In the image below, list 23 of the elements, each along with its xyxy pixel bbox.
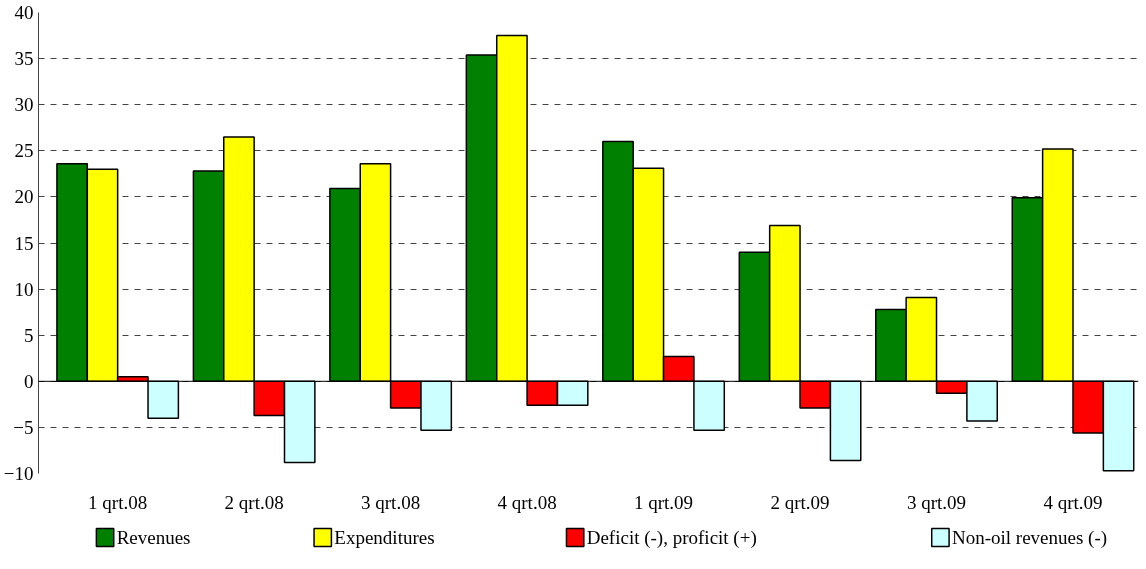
- y-tick-label: 30: [14, 94, 34, 116]
- y-tick-label: 25: [14, 140, 34, 162]
- y-tick-label: 35: [14, 48, 34, 70]
- y-tick-label: −10: [3, 463, 34, 484]
- x-tick-label: 4 qrt.08: [497, 491, 557, 513]
- y-tick-label: 10: [14, 278, 34, 300]
- legend-label: Deficit (-), proficit (+): [586, 527, 757, 549]
- x-tick-label: 4 qrt.09: [1043, 491, 1103, 513]
- y-tick-label: 15: [14, 232, 34, 254]
- y-tick-label: 0: [24, 370, 34, 392]
- x-tick-label: 2 qrt.08: [224, 491, 284, 513]
- y-tick-label: 5: [24, 324, 34, 346]
- x-tick-label: 1 qrt.09: [634, 491, 694, 513]
- y-tick-label: −5: [13, 416, 34, 438]
- y-tick-label: 20: [14, 186, 34, 208]
- legend-label: Non-oil revenues (-): [951, 527, 1108, 549]
- legend-label: Expenditures: [334, 527, 435, 548]
- x-tick-label: 2 qrt.09: [770, 491, 830, 513]
- x-tick-label: 1 qrt.08: [88, 491, 148, 513]
- legend-label: Revenues: [116, 527, 191, 548]
- x-tick-label: 3 qrt.09: [906, 491, 967, 513]
- x-tick-label: 3 qrt.08: [361, 491, 421, 513]
- y-tick-label: 40: [14, 2, 34, 23]
